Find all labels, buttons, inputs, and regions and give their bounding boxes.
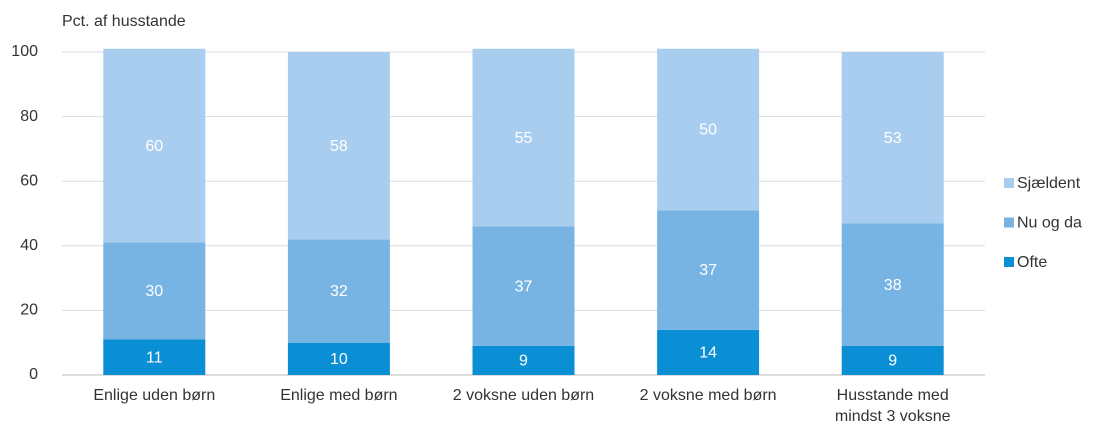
- x-tick-label: 2 voksne med børn: [639, 387, 777, 404]
- bar-segment: [103, 48, 206, 243]
- x-tick-label: Enlige uden børn: [93, 387, 216, 404]
- y-tick-label: 60: [20, 172, 38, 189]
- data-label: 37: [515, 278, 533, 295]
- y-tick-label: 0: [29, 366, 38, 383]
- data-label: 10: [330, 351, 348, 368]
- legend-label: Nu og da: [1017, 215, 1082, 232]
- legend-swatch: [1004, 257, 1014, 267]
- legend-label: Sjældent: [1017, 175, 1081, 192]
- data-label: 37: [699, 262, 717, 279]
- y-axis-label: Pct. af husstande: [62, 13, 186, 30]
- legend-label: Ofte: [1017, 254, 1047, 271]
- data-label: 60: [145, 138, 163, 155]
- bar-segment: [472, 226, 575, 346]
- data-label: 14: [699, 345, 717, 362]
- data-label: 9: [519, 353, 528, 370]
- data-label: 11: [146, 349, 163, 366]
- data-label: 38: [884, 277, 902, 294]
- data-label: 53: [884, 130, 902, 147]
- data-label: 58: [330, 138, 348, 155]
- x-tick-label: Husstande med mindst 3 voksne: [834, 387, 951, 425]
- y-tick-label: 100: [11, 43, 38, 60]
- bar-segment: [287, 52, 390, 240]
- data-label: 32: [330, 283, 348, 300]
- data-label: 55: [515, 130, 533, 147]
- bar-segment: [657, 329, 760, 375]
- legend-swatch: [1004, 217, 1014, 228]
- bar-segment: [287, 342, 390, 375]
- bar-segment: [657, 48, 760, 211]
- bar-segment: [103, 339, 206, 375]
- bar-segment: [657, 210, 760, 330]
- bar-segment: [472, 345, 575, 375]
- y-tick-label: 80: [20, 108, 38, 125]
- y-tick-label: 40: [20, 237, 38, 254]
- data-label: 9: [888, 353, 897, 370]
- bar-segment: [841, 223, 944, 346]
- x-tick-label: 2 voksne uden børn: [452, 387, 595, 404]
- data-label: 30: [145, 283, 163, 300]
- bar-segment: [103, 242, 206, 340]
- bar-segment: [841, 345, 944, 375]
- legend-swatch: [1004, 178, 1014, 188]
- x-tick-label: Enlige med børn: [280, 387, 398, 404]
- bar-segment: [472, 48, 575, 227]
- y-tick-label: 20: [20, 302, 38, 319]
- bar-segment: [287, 239, 390, 343]
- data-label: 50: [699, 122, 717, 139]
- bar-segment: [841, 52, 944, 224]
